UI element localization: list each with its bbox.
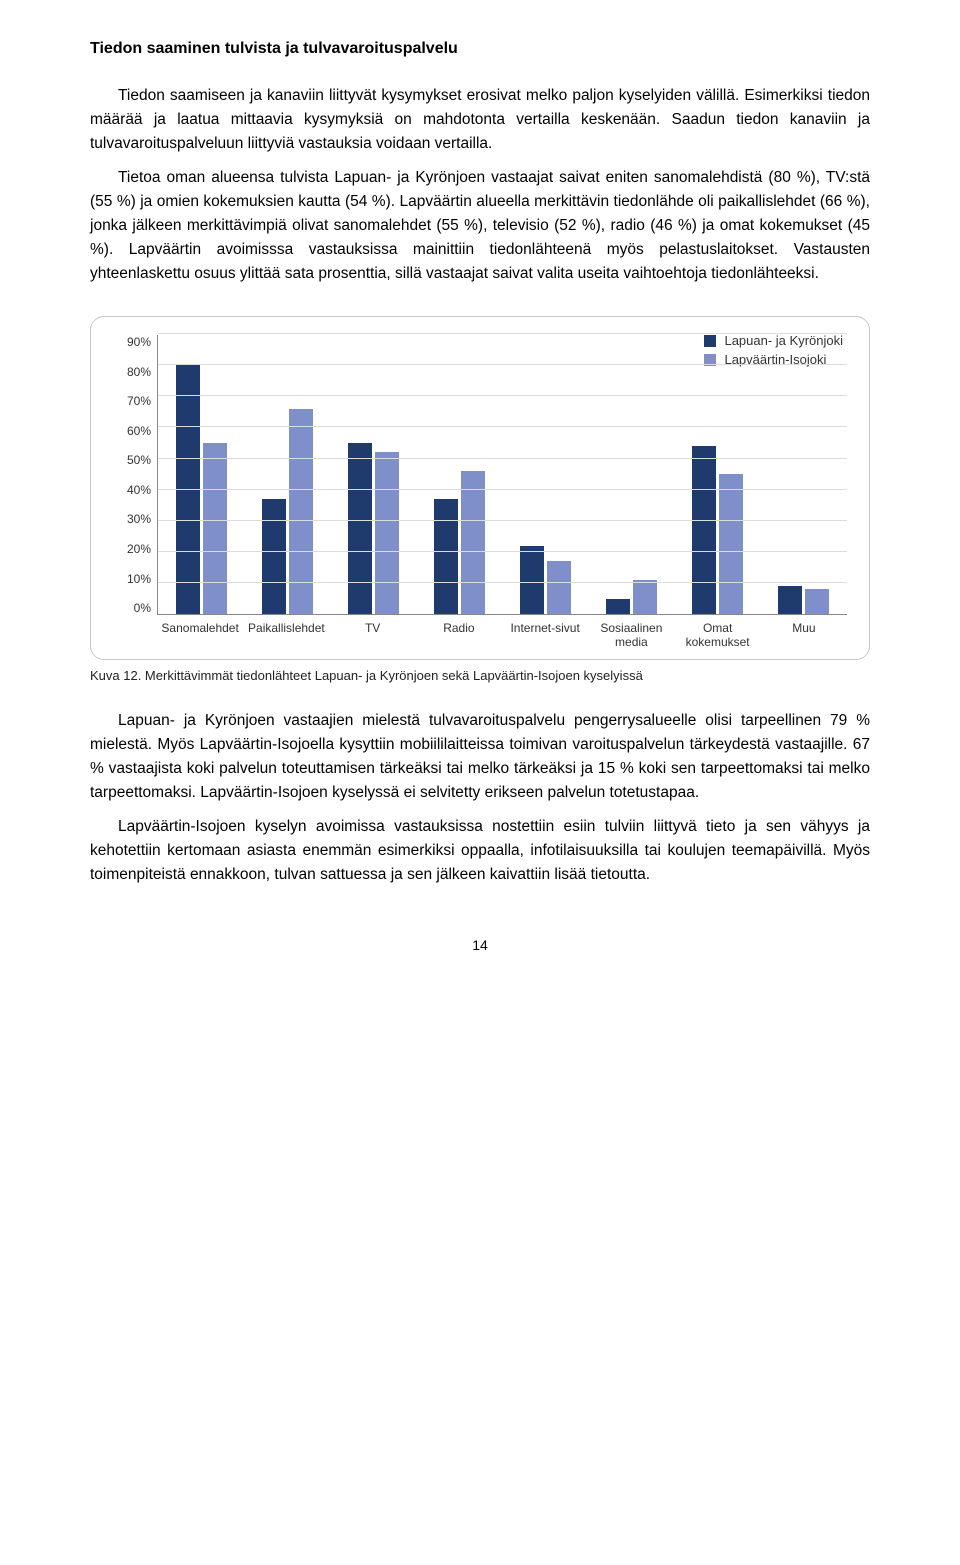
bar bbox=[606, 599, 630, 615]
bar-group bbox=[171, 365, 231, 614]
bar bbox=[719, 474, 743, 614]
xtick-label: Internet-sivut bbox=[505, 621, 585, 649]
bar bbox=[176, 365, 200, 614]
grid-line bbox=[158, 489, 847, 490]
bar-group bbox=[429, 471, 489, 614]
grid-line bbox=[158, 582, 847, 583]
ytick-label: 10% bbox=[127, 572, 151, 586]
chart-inner: 0% 10% 20% 30% 40% 50% 60% 70% 80% 90% bbox=[113, 335, 847, 615]
bar bbox=[289, 409, 313, 614]
xtick-label: Radio bbox=[419, 621, 499, 649]
bar bbox=[547, 561, 571, 614]
bar-group bbox=[343, 443, 403, 614]
ytick-label: 30% bbox=[127, 512, 151, 526]
xtick-label: Muu bbox=[764, 621, 844, 649]
grid-line bbox=[158, 395, 847, 396]
bar bbox=[692, 446, 716, 614]
bar-group bbox=[602, 580, 662, 614]
xtick-label: TV bbox=[333, 621, 413, 649]
ytick-label: 60% bbox=[127, 424, 151, 438]
paragraph-2: Tietoa oman alueensa tulvista Lapuan- ja… bbox=[90, 166, 870, 286]
xtick-label: Sosiaalinen media bbox=[591, 621, 671, 649]
chart-bars bbox=[158, 335, 847, 614]
bar bbox=[778, 586, 802, 614]
paragraph-4: Lapväärtin-Isojoen kyselyn avoimissa vas… bbox=[90, 815, 870, 887]
bar bbox=[520, 546, 544, 614]
paragraph-3: Lapuan- ja Kyrönjoen vastaajien mielestä… bbox=[90, 709, 870, 805]
figure-caption: Kuva 12. Merkittävimmät tiedonlähteet La… bbox=[90, 668, 870, 683]
chart-plot bbox=[157, 335, 847, 615]
bar-group bbox=[688, 446, 748, 614]
xtick-label: Paikallislehdet bbox=[246, 621, 326, 649]
grid-line bbox=[158, 551, 847, 552]
bar-group bbox=[516, 546, 576, 614]
grid-line bbox=[158, 426, 847, 427]
bar bbox=[805, 589, 829, 614]
ytick-label: 70% bbox=[127, 394, 151, 408]
ytick-label: 0% bbox=[134, 601, 151, 615]
bar bbox=[203, 443, 227, 614]
bar-group bbox=[257, 409, 317, 614]
bar-group bbox=[774, 586, 834, 614]
grid-line bbox=[158, 333, 847, 334]
paragraph-4-text: Lapväärtin-Isojoen kyselyn avoimissa vas… bbox=[90, 818, 870, 883]
paragraph-2-text: Tietoa oman alueensa tulvista Lapuan- ja… bbox=[90, 169, 870, 282]
paragraph-1-text: Tiedon saamiseen ja kanaviin liittyvät k… bbox=[90, 87, 870, 152]
xtick-label: Sanomalehdet bbox=[160, 621, 240, 649]
paragraph-1: Tiedon saamiseen ja kanaviin liittyvät k… bbox=[90, 84, 870, 156]
document-page: Tiedon saaminen tulvista ja tulvavaroitu… bbox=[0, 0, 960, 993]
bar bbox=[633, 580, 657, 614]
grid-line bbox=[158, 520, 847, 521]
paragraph-3-text: Lapuan- ja Kyrönjoen vastaajien mielestä… bbox=[90, 712, 870, 801]
chart-container: Lapuan- ja Kyrönjoki Lapväärtin-Isojoki … bbox=[90, 316, 870, 660]
ytick-label: 20% bbox=[127, 542, 151, 556]
ytick-label: 80% bbox=[127, 365, 151, 379]
section-heading: Tiedon saaminen tulvista ja tulvavaroitu… bbox=[90, 40, 870, 58]
ytick-label: 90% bbox=[127, 335, 151, 349]
bar bbox=[348, 443, 372, 614]
chart-xaxis: SanomalehdetPaikallislehdetTVRadioIntern… bbox=[157, 615, 847, 649]
page-number: 14 bbox=[90, 937, 870, 953]
chart-yaxis: 0% 10% 20% 30% 40% 50% 60% 70% 80% 90% bbox=[113, 335, 157, 615]
bar bbox=[461, 471, 485, 614]
xtick-label: Omat kokemukset bbox=[678, 621, 758, 649]
bar bbox=[434, 499, 458, 614]
ytick-label: 40% bbox=[127, 483, 151, 497]
chart-xaxis-row: SanomalehdetPaikallislehdetTVRadioIntern… bbox=[157, 615, 847, 649]
grid-line bbox=[158, 458, 847, 459]
bar bbox=[375, 452, 399, 614]
grid-line bbox=[158, 364, 847, 365]
bar bbox=[262, 499, 286, 614]
ytick-label: 50% bbox=[127, 453, 151, 467]
